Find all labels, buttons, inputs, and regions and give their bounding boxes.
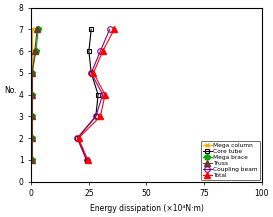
Line: Truss: Truss (30, 27, 40, 163)
Total (103, 93, 107, 96)
Line: Core tube: Core tube (75, 27, 100, 162)
Truss (31, 115, 34, 118)
Total (86, 159, 89, 161)
Mega column (30, 28, 34, 31)
Mega column (30, 72, 34, 74)
Truss (35, 28, 39, 31)
Line: Total: Total (76, 27, 117, 163)
Total (99, 115, 102, 118)
Total (77, 137, 80, 140)
X-axis label: Energy dissipation (×10⁴N·m): Energy dissipation (×10⁴N·m) (90, 204, 203, 213)
Total (112, 28, 116, 31)
Mega column (30, 50, 34, 53)
Mega column (30, 93, 34, 96)
Y-axis label: No.: No. (4, 86, 17, 95)
Mega column (30, 159, 34, 161)
Core tube (96, 93, 100, 96)
Coupling beam (85, 159, 88, 161)
Truss (31, 93, 34, 96)
Mega brace (30, 159, 34, 161)
Coupling beam (108, 28, 111, 31)
Legend: Mega column, Core tube, Mega brace, Truss, Coupling beam, Total: Mega column, Core tube, Mega brace, Trus… (201, 141, 260, 181)
Mega brace (37, 28, 40, 31)
Line: Mega brace: Mega brace (29, 27, 41, 163)
Line: Coupling beam: Coupling beam (75, 27, 112, 163)
Coupling beam (90, 72, 93, 74)
Core tube (90, 28, 93, 31)
Coupling beam (94, 115, 97, 118)
Mega brace (30, 93, 34, 96)
Mega brace (30, 115, 34, 118)
Coupling beam (76, 137, 79, 140)
Mega brace (30, 137, 34, 140)
Line: Mega column: Mega column (29, 27, 34, 162)
Truss (31, 137, 34, 140)
Total (92, 72, 95, 74)
Mega brace (30, 72, 34, 74)
Core tube (87, 50, 91, 53)
Core tube (85, 159, 88, 161)
Mega column (30, 137, 34, 140)
Coupling beam (101, 93, 104, 96)
Truss (33, 50, 36, 53)
Mega brace (34, 50, 38, 53)
Mega column (30, 115, 34, 118)
Total (101, 50, 104, 53)
Coupling beam (99, 50, 102, 53)
Core tube (94, 115, 97, 118)
Core tube (76, 137, 79, 140)
Truss (31, 159, 34, 161)
Core tube (90, 72, 93, 74)
Truss (31, 72, 34, 74)
